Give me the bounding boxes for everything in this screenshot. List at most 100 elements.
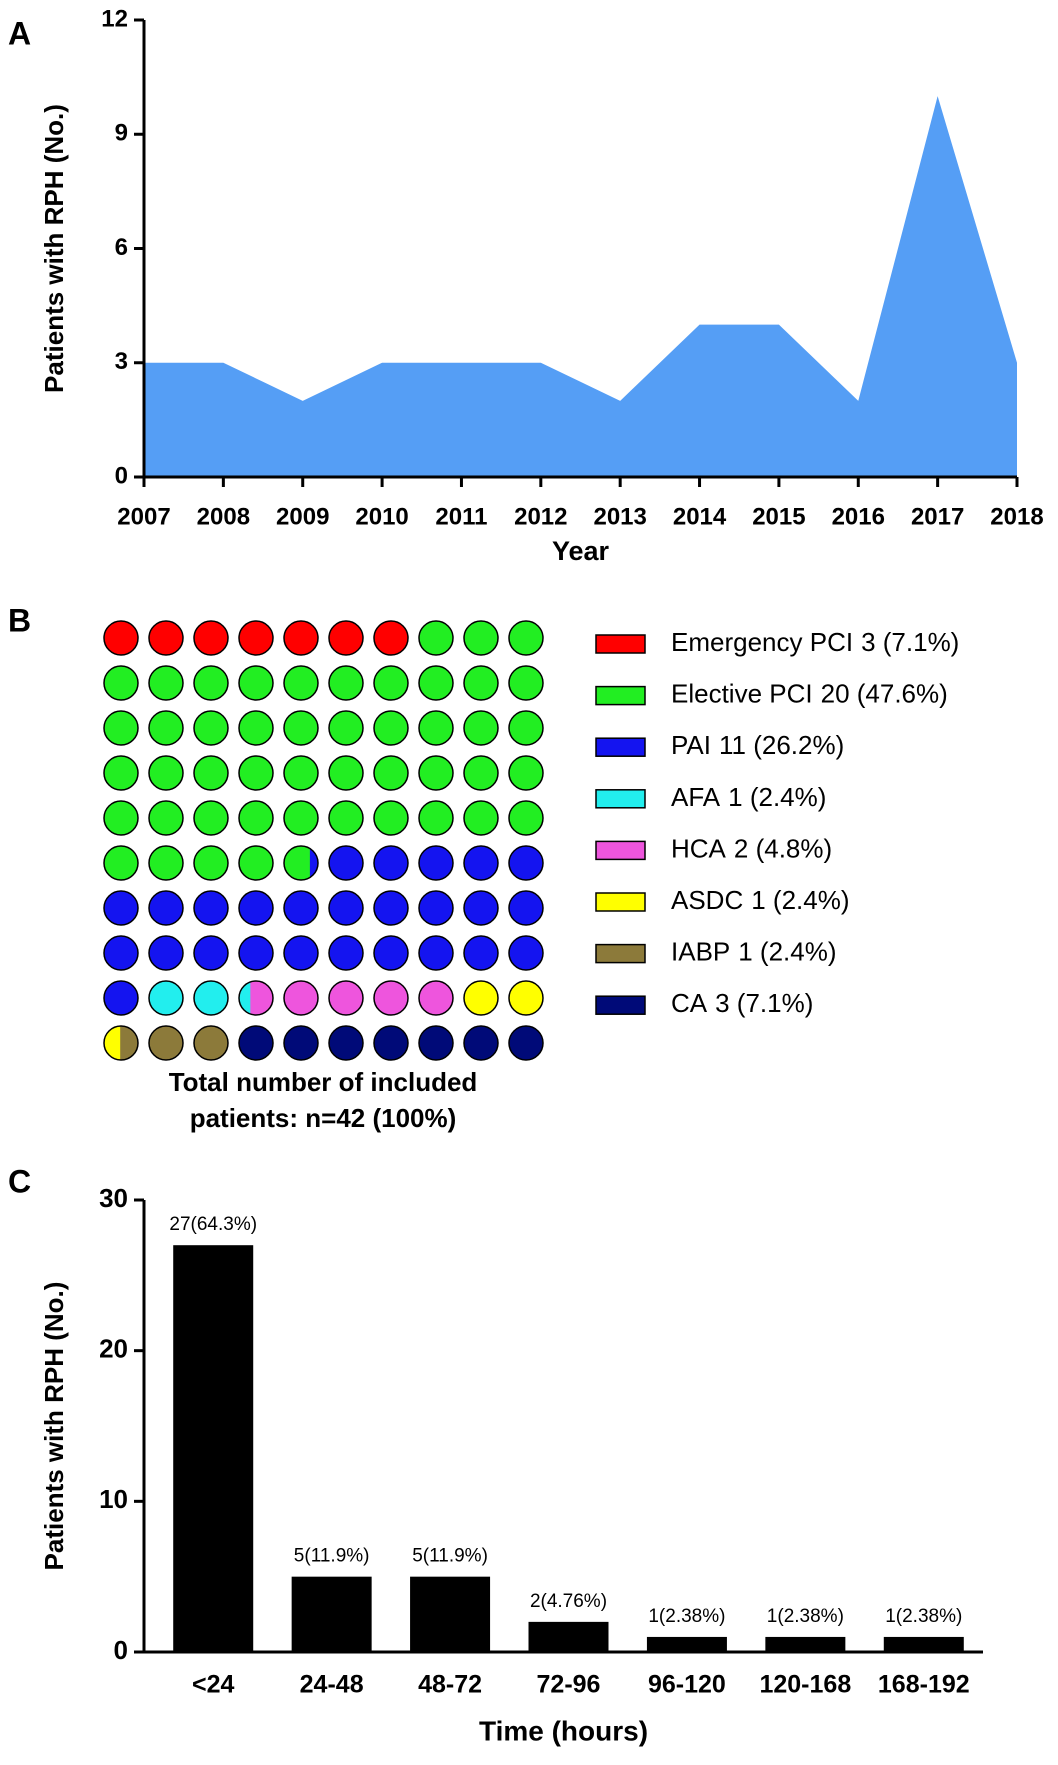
waffle-cell: [419, 621, 453, 655]
cell-outline: [328, 1025, 364, 1061]
waffle-cell: [509, 756, 543, 790]
bar: [291, 1576, 372, 1652]
x-tick-label: 72-96: [537, 1671, 601, 1699]
legend-label: IABP 1 (2.4%): [671, 936, 837, 966]
cell-outline: [328, 620, 364, 656]
waffle-cell: [509, 1026, 543, 1060]
waffle-cell: [284, 1026, 318, 1060]
waffle-cell: [194, 711, 228, 745]
cell-outline: [508, 710, 544, 746]
legend-swatch: [595, 685, 646, 706]
cell-outline: [328, 800, 364, 836]
waffle-cell: [194, 621, 228, 655]
cell-outline: [238, 710, 274, 746]
data-label: 1(2.38%): [885, 1606, 962, 1627]
cell-outline: [373, 800, 409, 836]
waffle-cell: [309, 846, 318, 880]
x-tick-label: 2012: [514, 503, 567, 530]
cell-outline: [463, 845, 499, 881]
waffle-cell: [509, 891, 543, 925]
cell-outline: [238, 1025, 274, 1061]
bar: [410, 1576, 491, 1652]
data-label: 27(64.3%): [169, 1214, 257, 1235]
cell-outline: [148, 890, 184, 926]
cell-outline: [193, 800, 229, 836]
waffle-cell: [239, 621, 273, 655]
y-tick-label: 0: [115, 462, 128, 489]
cell-outline: [373, 620, 409, 656]
x-tick-label: 24-48: [300, 1671, 364, 1699]
legend-swatch: [595, 892, 646, 912]
waffle-cell: [194, 1026, 228, 1060]
y-axis-title: Patients with RPH (No.): [39, 1282, 69, 1571]
waffle-cell: [284, 801, 318, 835]
cell-outline: [148, 935, 184, 971]
cell-outline: [463, 755, 499, 791]
waffle-cell: [284, 621, 318, 655]
bar: [646, 1636, 727, 1652]
waffle-cell: [509, 981, 543, 1015]
cell-outline: [508, 755, 544, 791]
cell-outline: [103, 980, 139, 1016]
cell-outline: [148, 755, 184, 791]
bar: [173, 1245, 254, 1652]
cell-outline: [508, 665, 544, 701]
waffle-cell: [104, 1026, 121, 1060]
x-tick-label: 2011: [435, 503, 487, 530]
waffle-cell: [464, 981, 498, 1015]
cell-outline: [328, 890, 364, 926]
x-tick-label: 48-72: [418, 1671, 482, 1699]
cell-outline: [418, 845, 454, 881]
waffle-cell: [419, 711, 453, 745]
waffle-cell: [104, 846, 138, 880]
waffle-cell: [194, 891, 228, 925]
waffle-cell: [374, 846, 408, 880]
waffle-cell: [104, 621, 138, 655]
x-tick-label: 2015: [752, 503, 805, 530]
legend-swatch: [595, 840, 646, 861]
cell-outline: [418, 665, 454, 701]
cell-outline: [103, 845, 139, 881]
cell-outline: [103, 620, 139, 656]
data-label: 5(11.9%): [294, 1546, 370, 1567]
waffle-cell: [374, 1026, 408, 1060]
waffle-cell: [329, 891, 363, 925]
legend-swatch: [595, 995, 646, 1015]
cell-outline: [193, 935, 229, 971]
waffle-cell: [374, 981, 408, 1015]
cell-outline: [283, 665, 319, 701]
waffle-cell: [464, 666, 498, 700]
waffle-cell: [149, 981, 183, 1015]
legend-value: 1 (2.4%): [728, 782, 826, 812]
legend-name: ASDC: [671, 885, 743, 915]
cell-outline: [103, 890, 139, 926]
cell-outline: [508, 845, 544, 881]
cell-outline: [328, 935, 364, 971]
cell-outline: [283, 800, 319, 836]
waffle-cell: [104, 981, 138, 1015]
waffle-cell: [194, 981, 228, 1015]
cell-outline: [418, 755, 454, 791]
panel-label: A: [8, 15, 31, 51]
legend-value: 3 (7.1%): [861, 627, 959, 657]
bar: [883, 1636, 964, 1652]
cell-outline: [103, 710, 139, 746]
legend-value: 3 (7.1%): [715, 988, 813, 1018]
legend-label: AFA 1 (2.4%): [671, 782, 826, 812]
cell-outline: [373, 845, 409, 881]
cell-outline: [193, 980, 229, 1016]
cell-outline: [148, 800, 184, 836]
waffle-cell: [239, 936, 273, 970]
y-tick-label: 10: [99, 1484, 128, 1514]
waffle-cell: [284, 756, 318, 790]
legend-label: Elective PCI 20 (47.6%): [671, 678, 948, 708]
cell-outline: [508, 620, 544, 656]
legend-name: Emergency PCI: [671, 627, 853, 657]
waffle-cell: [284, 936, 318, 970]
legend-name: PAI: [671, 730, 711, 760]
cell-outline: [373, 935, 409, 971]
y-tick-label: 3: [115, 348, 128, 375]
waffle-note: patients: n=42 (100%): [190, 1103, 457, 1133]
cell-outline: [463, 710, 499, 746]
legend-swatch: [595, 943, 646, 964]
